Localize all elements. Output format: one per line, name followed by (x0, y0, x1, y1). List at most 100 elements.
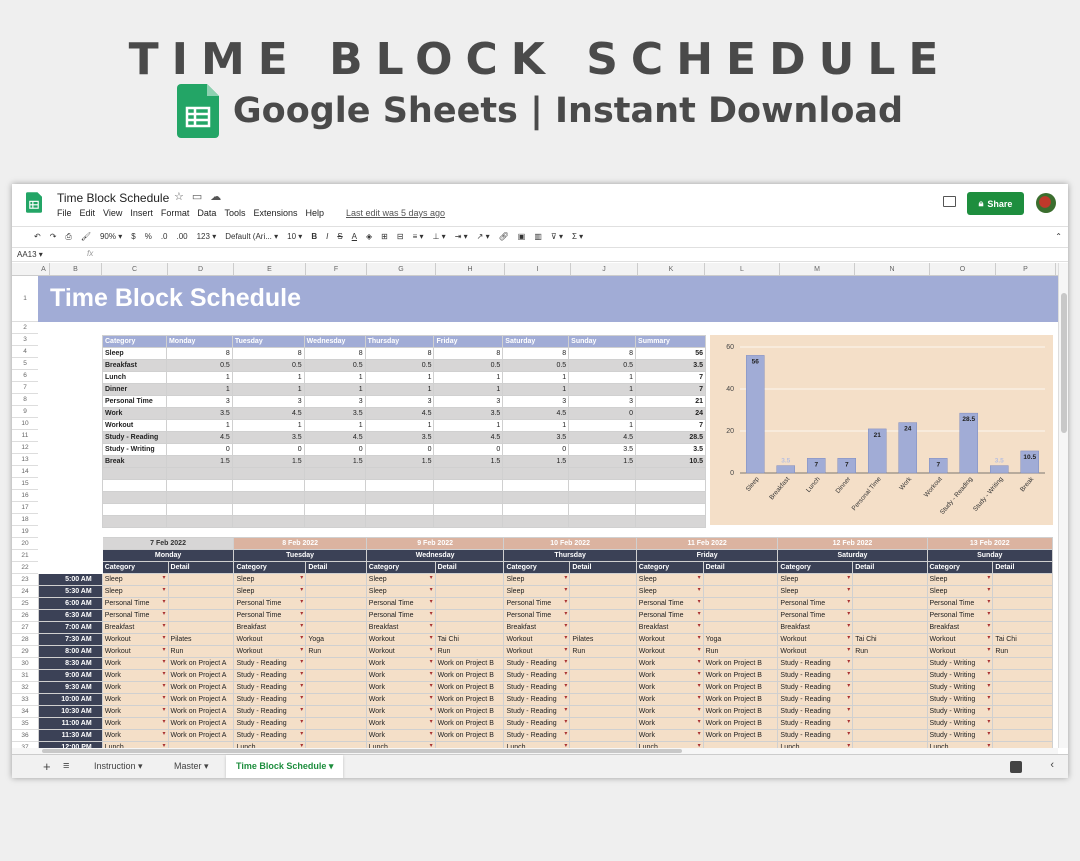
detail-cell[interactable]: Work on Project B (702, 729, 779, 742)
category-header-cell[interactable]: Category (503, 561, 571, 574)
column-header[interactable]: G (367, 263, 436, 276)
detail-header-cell[interactable]: Detail (569, 561, 637, 574)
detail-cell[interactable] (569, 657, 637, 670)
summary-value-cell[interactable]: 0 (231, 443, 305, 456)
summary-blank-cell[interactable] (635, 491, 706, 504)
schedule-date-cell[interactable]: 12 Feb 2022 (777, 537, 928, 550)
category-header-cell[interactable]: Category (926, 561, 994, 574)
category-dropdown-cell[interactable]: Sleep (365, 573, 436, 586)
summary-value-cell[interactable]: 1 (303, 419, 366, 432)
category-header-cell[interactable]: Category (101, 561, 169, 574)
summary-value-cell[interactable]: 3 (231, 395, 305, 408)
category-dropdown-cell[interactable]: Study - Writing (926, 657, 994, 670)
detail-cell[interactable] (992, 657, 1053, 670)
column-header[interactable]: M (780, 263, 855, 276)
summary-blank-cell[interactable] (303, 467, 366, 480)
category-dropdown-cell[interactable]: Workout (777, 645, 854, 658)
detail-cell[interactable] (434, 573, 505, 586)
row-header[interactable]: 27 (12, 622, 38, 634)
category-dropdown-cell[interactable]: Workout (233, 633, 307, 646)
summary-value-cell[interactable]: 3.5 (433, 407, 504, 420)
row-header[interactable]: 35 (12, 718, 38, 730)
summary-total-cell[interactable]: 21 (635, 395, 706, 408)
summary-blank-cell[interactable] (433, 503, 504, 516)
summary-blank-cell[interactable] (364, 491, 435, 504)
category-dropdown-cell[interactable]: Study - Reading (777, 693, 854, 706)
summary-header-cell[interactable]: Wednesday (303, 335, 366, 348)
category-dropdown-cell[interactable]: Sleep (777, 585, 854, 598)
category-dropdown-cell[interactable]: Work (365, 693, 436, 706)
category-dropdown-cell[interactable]: Work (635, 669, 704, 682)
chart-bar[interactable] (898, 422, 917, 474)
detail-cell[interactable] (305, 597, 367, 610)
summary-value-cell[interactable]: 1 (165, 383, 233, 396)
detail-cell[interactable]: Work on Project A (167, 705, 235, 718)
summary-blank-cell[interactable] (433, 467, 504, 480)
category-dropdown-cell[interactable]: Sleep (635, 585, 704, 598)
schedule-day-cell[interactable]: Tuesday (233, 549, 367, 562)
detail-cell[interactable] (569, 573, 637, 586)
detail-cell[interactable] (305, 621, 367, 634)
filter-icon[interactable]: ⊽ ▾ (550, 232, 563, 241)
cloud-status-icon[interactable]: ☁ (210, 191, 222, 203)
vertical-scrollbar[interactable] (1058, 263, 1068, 748)
detail-cell[interactable]: Work on Project A (167, 669, 235, 682)
detail-cell[interactable] (569, 597, 637, 610)
detail-cell[interactable]: Work on Project B (434, 693, 505, 706)
detail-cell[interactable]: Work on Project A (167, 657, 235, 670)
corner-cell[interactable] (38, 561, 103, 574)
more-formats-button[interactable]: 123 ▾ (196, 232, 217, 241)
category-dropdown-cell[interactable]: Personal Time (926, 609, 994, 622)
vertical-align-icon[interactable]: ⊥ ▾ (432, 232, 446, 241)
detail-header-cell[interactable]: Detail (702, 561, 779, 574)
summary-blank-cell[interactable] (502, 515, 570, 528)
time-cell[interactable]: 8:30 AM (38, 657, 103, 670)
schedule-day-cell[interactable]: Saturday (777, 549, 928, 562)
detail-cell[interactable]: Run (305, 645, 367, 658)
detail-cell[interactable] (992, 705, 1053, 718)
summary-total-cell[interactable]: 3.5 (635, 443, 706, 456)
row-header[interactable]: 26 (12, 610, 38, 622)
time-cell[interactable]: 6:00 AM (38, 597, 103, 610)
category-dropdown-cell[interactable]: Personal Time (777, 609, 854, 622)
category-dropdown-cell[interactable]: Personal Time (635, 597, 704, 610)
summary-value-cell[interactable]: 4.5 (165, 431, 233, 444)
category-dropdown-cell[interactable]: Work (635, 681, 704, 694)
chart-bar[interactable] (959, 412, 978, 474)
detail-cell[interactable] (992, 741, 1053, 748)
borders-icon[interactable]: ⊞ (381, 232, 388, 241)
detail-cell[interactable] (305, 585, 367, 598)
decrease-decimal-button[interactable]: .0 (160, 232, 168, 241)
time-cell[interactable]: 8:00 AM (38, 645, 103, 658)
insert-link-icon[interactable]: 🔗︎ (498, 232, 509, 241)
avatar[interactable] (1036, 193, 1056, 213)
detail-cell[interactable] (305, 609, 367, 622)
row-header[interactable]: 25 (12, 598, 38, 610)
currency-button[interactable]: $ (131, 232, 136, 241)
summary-value-cell[interactable]: 3.5 (364, 431, 435, 444)
category-dropdown-cell[interactable]: Sleep (926, 573, 994, 586)
summary-blank-cell[interactable] (502, 503, 570, 516)
summary-value-cell[interactable]: 4.5 (433, 431, 504, 444)
summary-value-cell[interactable]: 3 (502, 395, 570, 408)
time-cell[interactable]: 11:30 AM (38, 729, 103, 742)
category-dropdown-cell[interactable]: Personal Time (777, 597, 854, 610)
row-header[interactable]: 14 (12, 466, 38, 478)
detail-cell[interactable] (852, 573, 928, 586)
summary-value-cell[interactable]: 1 (231, 419, 305, 432)
collapse-toolbar-icon[interactable]: ⌃ (1055, 232, 1062, 241)
row-header[interactable]: 23 (12, 574, 38, 586)
detail-cell[interactable] (569, 681, 637, 694)
detail-cell[interactable] (852, 585, 928, 598)
category-dropdown-cell[interactable]: Study - Reading (233, 657, 307, 670)
add-sheet-icon[interactable]: + (43, 759, 51, 774)
category-dropdown-cell[interactable]: Study - Reading (777, 729, 854, 742)
horizontal-align-icon[interactable]: ≡ ▾ (412, 232, 424, 241)
detail-cell[interactable] (992, 609, 1053, 622)
detail-cell[interactable]: Work on Project A (167, 681, 235, 694)
category-dropdown-cell[interactable]: Workout (635, 645, 704, 658)
summary-blank-cell[interactable] (502, 479, 570, 492)
detail-cell[interactable] (569, 693, 637, 706)
category-dropdown-cell[interactable]: Study - Reading (233, 705, 307, 718)
summary-blank-cell[interactable] (635, 515, 706, 528)
